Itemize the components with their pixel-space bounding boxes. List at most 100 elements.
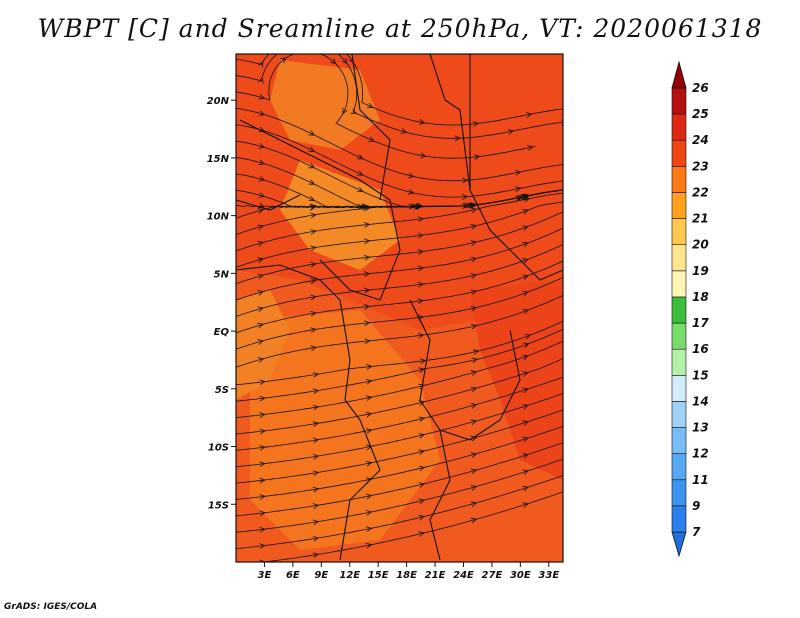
streamline-arrow — [365, 526, 373, 533]
streamline-arrow — [514, 170, 522, 176]
streamline-arrow — [258, 176, 266, 182]
map-frame — [235, 53, 564, 563]
colorbar-label: 22 — [692, 185, 709, 199]
streamline-arrow — [365, 510, 373, 516]
streamline-arrow — [312, 404, 320, 411]
streamline-arrow — [258, 94, 266, 100]
streamline-arrow — [363, 271, 371, 277]
streamline — [236, 192, 563, 252]
border-line — [339, 299, 361, 421]
lon-tick-label: 21E — [425, 570, 446, 581]
lon-tick-label: 3E — [258, 570, 272, 581]
streamline-arrow — [408, 188, 415, 195]
streamline — [236, 124, 563, 198]
lat-tick-label: 10N — [207, 212, 230, 223]
streamline — [236, 393, 563, 468]
streamline — [236, 189, 563, 235]
streamline-arrow — [258, 126, 266, 133]
streamline-arrow — [417, 298, 424, 305]
streamline-arrow — [363, 222, 371, 228]
colorbar-label: 15 — [692, 368, 709, 382]
streamline-arrow — [408, 172, 415, 179]
streamline-arrow — [522, 274, 529, 280]
streamline-arrow — [258, 192, 266, 198]
colorbar-label: 13 — [692, 421, 709, 435]
streamline — [236, 54, 536, 159]
streamline-arrow — [363, 304, 371, 310]
streamline-arrow — [522, 309, 530, 315]
streamline-arrow — [309, 205, 316, 211]
streamline-arrow — [259, 543, 266, 549]
streamline-arrow — [257, 208, 264, 214]
streamline-arrow — [308, 195, 316, 201]
colorbar-box — [671, 166, 687, 193]
streamline-arrow — [472, 121, 480, 127]
streamline-arrow — [419, 358, 427, 365]
streamline-arrow — [417, 281, 424, 288]
lat-tick-label: 5S — [215, 385, 229, 396]
streamline-arrow — [418, 465, 425, 472]
streamline-arrow — [363, 254, 371, 261]
streamline-arrow — [259, 395, 266, 402]
streamline-arrow — [259, 526, 266, 533]
colorbar-box — [671, 218, 687, 246]
streamline-arrow — [523, 196, 530, 203]
streamline-arrow — [310, 310, 317, 317]
lon-tick-label: 30E — [510, 570, 531, 581]
streamline-arrow — [366, 364, 373, 370]
streamline-arrow — [258, 159, 266, 166]
colorbar-label: 20 — [692, 238, 709, 252]
streamline-arrow — [522, 225, 529, 231]
streamline-arrow — [310, 327, 317, 333]
lat-tick-label: 15N — [207, 154, 230, 165]
colorbar-label: 19 — [692, 264, 709, 278]
streamline-arrow — [507, 129, 515, 135]
streamline-arrow — [312, 552, 320, 558]
streamlines-layer — [236, 54, 563, 562]
colorbar-box — [671, 505, 687, 533]
streamline-arrow — [417, 232, 424, 239]
longitude-axis: 3E 6E 9E 12E 15E 18E 21E 24E 27E 30E 33E — [258, 562, 559, 581]
colorbar-box — [671, 348, 687, 376]
streamline-arrow — [417, 332, 425, 339]
streamline — [236, 227, 563, 301]
lon-tick-label: 9E — [314, 570, 328, 581]
grads-credit: GrADS: IGES/COLA — [4, 602, 98, 612]
streamline-arrow — [522, 485, 529, 492]
wbpt-cool-region-congo — [250, 310, 440, 550]
streamline — [236, 54, 563, 139]
streamline-arrow — [418, 514, 425, 521]
streamline-arrow — [522, 209, 529, 215]
streamline-arrow — [341, 57, 348, 65]
wbpt-cool-region-west — [236, 290, 290, 400]
colorbar-label: 26 — [692, 81, 709, 95]
streamline-arrow — [257, 224, 264, 231]
streamline-arrow — [312, 535, 320, 542]
colorbar-box — [671, 427, 687, 454]
colorbar-label: 18 — [692, 290, 709, 304]
streamline-arrow — [418, 449, 425, 455]
streamline-arrow — [470, 485, 478, 491]
streamline — [260, 491, 563, 562]
streamline-arrow — [258, 143, 266, 149]
streamline-arrow — [330, 58, 337, 65]
streamline-arrow — [363, 287, 371, 294]
streamline-arrow — [418, 119, 426, 125]
streamline — [236, 201, 563, 268]
streamline-arrow — [470, 273, 478, 279]
streamline-arrow — [308, 163, 316, 169]
streamline-arrow — [522, 291, 529, 297]
streamline — [236, 376, 563, 451]
streamline-arrow — [522, 258, 529, 264]
colorbar-box — [671, 322, 687, 350]
colorbar: 7 9 11 12 13 14 15 16 17 18 19 20 21 22 23 24 25 26 — [671, 60, 709, 558]
lat-tick-label: 20N — [207, 96, 230, 107]
streamline-arrow — [258, 77, 264, 84]
streamline-arrow — [522, 420, 529, 426]
streamline-arrow — [312, 372, 320, 378]
border-line — [469, 189, 563, 281]
colorbar-box — [671, 192, 687, 219]
map-figure: 20N 15N 10N 5N EQ 5S 10S 15S 3E 6E 9E 12E 15E 18E 21E… — [207, 53, 709, 581]
streamline-arrow — [470, 256, 478, 263]
lon-tick-label: 6E — [286, 570, 300, 581]
